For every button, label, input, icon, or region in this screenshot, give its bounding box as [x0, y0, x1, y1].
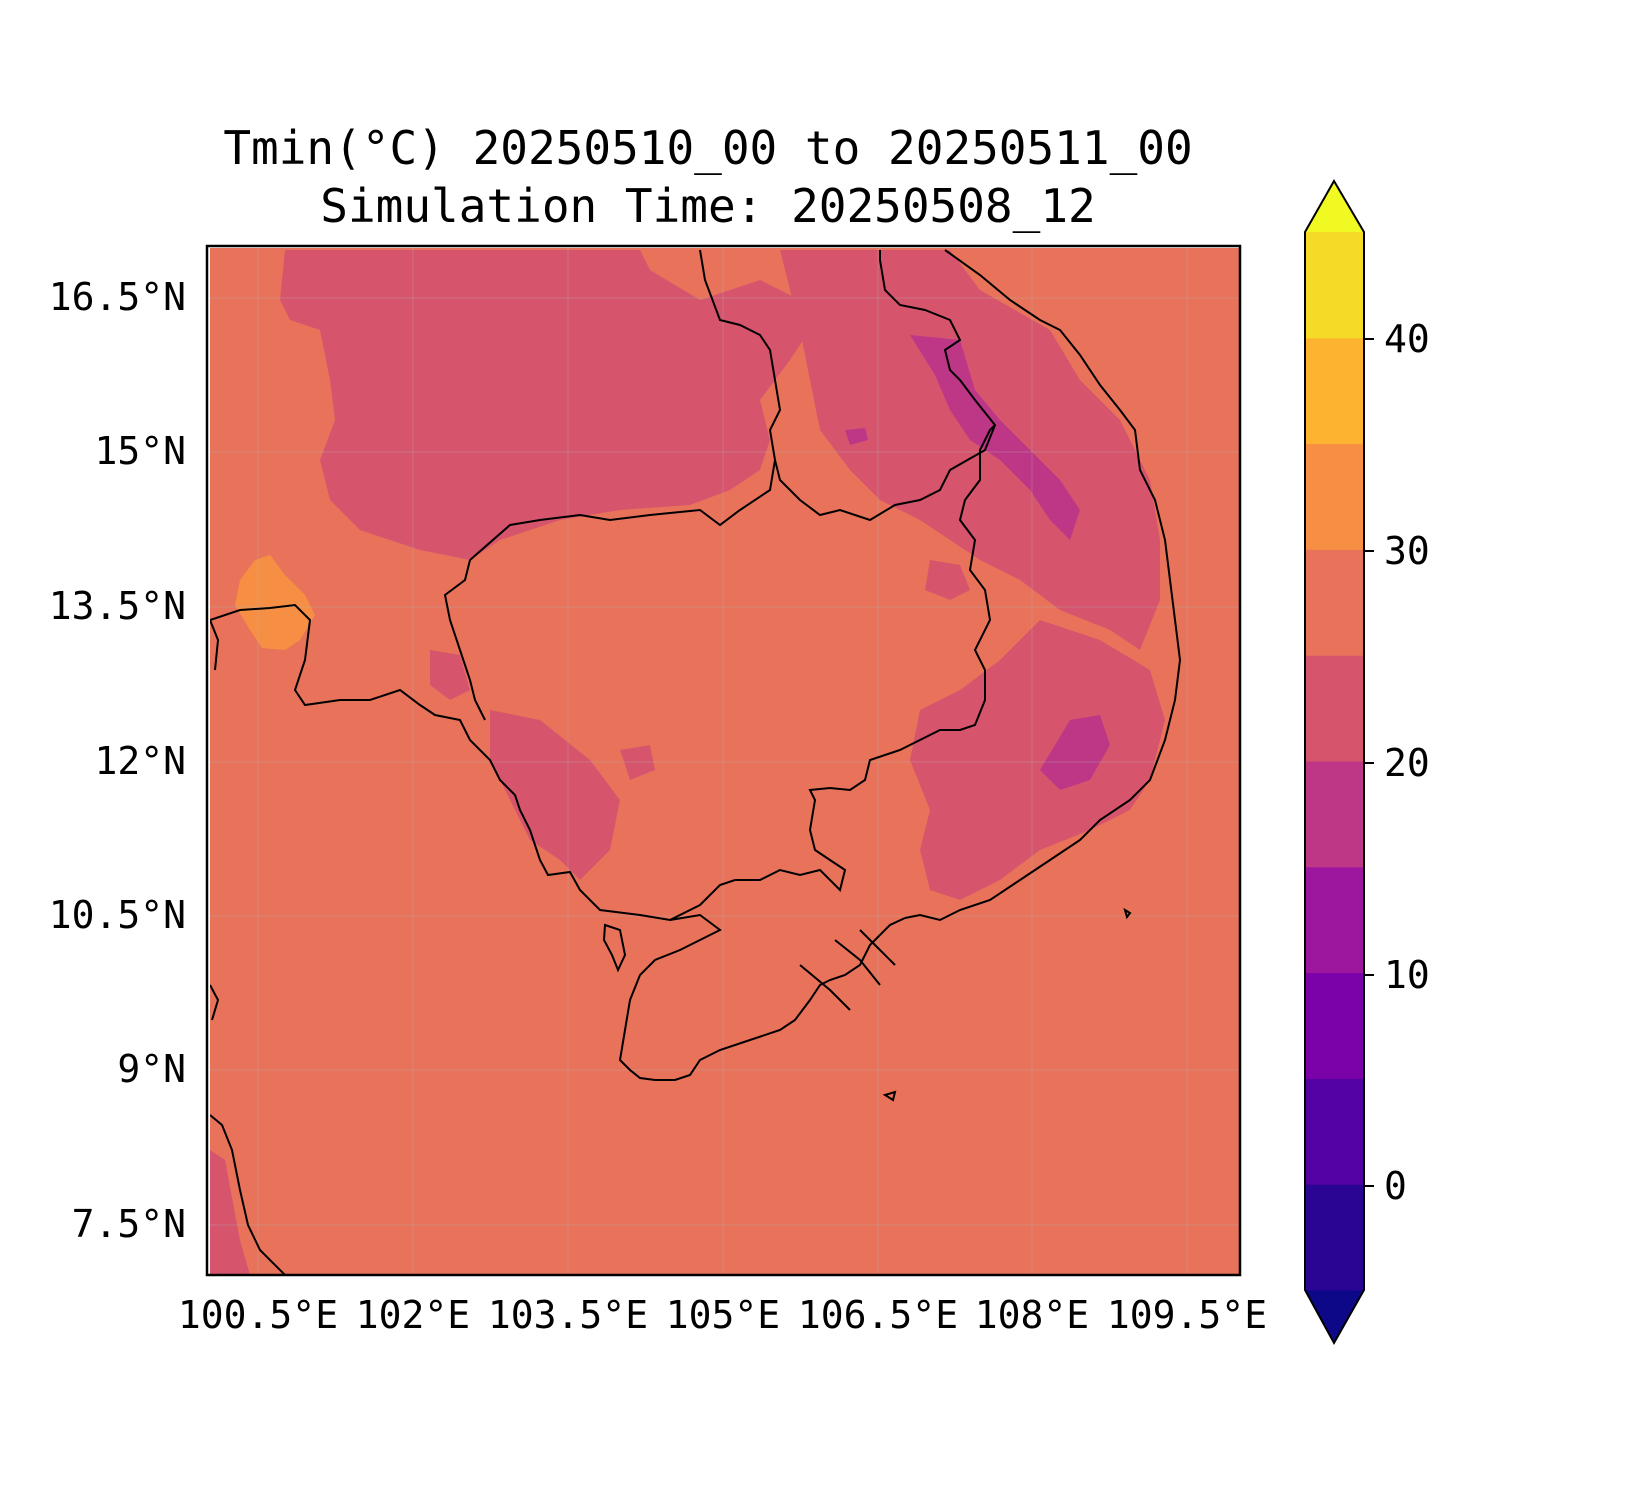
lat-label-9: 9°N	[117, 1047, 186, 1091]
colorbar-label-20: 20	[1384, 741, 1430, 785]
colorbar-extend-high	[1305, 181, 1364, 232]
colorbar-label-30: 30	[1384, 529, 1430, 573]
mekong-delta-coastline	[618, 913, 906, 1081]
temperature-field	[210, 250, 1165, 1275]
phu-quoc-island	[602, 923, 627, 973]
colorbar-label-0: 0	[1384, 1164, 1407, 1208]
figure-subtitle: Simulation Time: 20250508_12	[320, 179, 1095, 233]
cool-region-central-highlands	[910, 620, 1165, 900]
colorbar-ticks	[1364, 338, 1374, 1187]
figure-title: Tmin(°C) 20250510_00 to 20250511_00	[223, 121, 1192, 175]
map-frame	[205, 244, 1242, 1277]
lon-label-102: 102°E	[356, 1293, 470, 1337]
cool-region-pocket-4	[210, 1150, 250, 1275]
cambodia-northwest-border	[443, 559, 486, 721]
map-panel	[205, 244, 1242, 1277]
lon-label-105: 105°E	[666, 1293, 780, 1337]
colorbar-band	[1305, 232, 1364, 339]
longitude-labels: 100.5°E 102°E 103.5°E 105°E 106.5°E 108°…	[178, 1293, 1267, 1337]
colorbar-band	[1305, 549, 1364, 656]
thailand-east-coastline	[210, 619, 220, 671]
map-borders	[210, 249, 1182, 1275]
colorbar-bands	[1305, 181, 1364, 1343]
colorbar-band	[1305, 1078, 1364, 1185]
colorbar-band	[1305, 655, 1364, 762]
colorbar-label-40: 40	[1384, 317, 1430, 361]
cool-region-thailand-north	[280, 250, 810, 560]
lat-label-12: 12°N	[94, 739, 186, 783]
map-gridlines	[210, 248, 1240, 1275]
thailand-south-coastline	[210, 1114, 286, 1275]
latitude-labels: 16.5°N 15°N 13.5°N 12°N 10.5°N 9°N 7.5°N	[49, 275, 186, 1246]
lat-label-7-5: 7.5°N	[72, 1202, 186, 1246]
lon-label-106-5: 106.5°E	[798, 1293, 958, 1337]
colorbar: 0 10 20 30 40	[1304, 179, 1430, 1346]
colorbar-label-10: 10	[1384, 953, 1430, 997]
lon-label-108: 108°E	[975, 1293, 1089, 1337]
cool-region-laos-vietnam	[780, 250, 1160, 650]
colorbar-extend-low	[1305, 1290, 1364, 1343]
colorbar-labels: 0 10 20 30 40	[1384, 317, 1430, 1208]
laos-vietnam-border	[774, 250, 997, 522]
con-dao-island	[882, 1090, 897, 1102]
lat-label-15: 15°N	[94, 429, 186, 473]
delta-channel-1	[799, 964, 851, 1011]
cambodia-north-border	[469, 249, 782, 561]
lon-label-109-5: 109.5°E	[1107, 1293, 1267, 1337]
coldest-region-pocket	[845, 428, 868, 445]
warm-region-central-thailand	[235, 555, 315, 650]
vietnam-coastline	[904, 249, 1182, 922]
colorbar-outline	[1304, 179, 1365, 1346]
lat-label-10-5: 10.5°N	[49, 893, 186, 937]
lon-label-103-5: 103.5°E	[488, 1293, 648, 1337]
delta-channel-3	[859, 929, 896, 966]
colorbar-band	[1305, 866, 1364, 974]
coldest-region-highlands	[1040, 715, 1110, 790]
cool-region-pocket-2	[925, 560, 970, 600]
delta-channel-2	[834, 939, 881, 986]
colorbar-band	[1305, 972, 1364, 1079]
colorbar-band	[1305, 761, 1364, 868]
lon-label-100-5: 100.5°E	[178, 1293, 338, 1337]
small-island-1	[1123, 907, 1132, 920]
cambodia-border	[210, 424, 996, 922]
cool-region-pocket-1	[430, 650, 470, 700]
thailand-southwest-coastline	[210, 984, 220, 1021]
colorbar-band	[1305, 443, 1364, 550]
lat-label-13-5: 13.5°N	[49, 584, 186, 628]
colorbar-band	[1305, 337, 1364, 445]
lat-label-16-5: 16.5°N	[49, 275, 186, 319]
colorbar-band	[1305, 1184, 1364, 1291]
cool-region-cardamom	[490, 710, 620, 880]
coldest-region-north-vietnam	[910, 335, 1080, 540]
cool-region-pocket-3	[620, 745, 655, 780]
